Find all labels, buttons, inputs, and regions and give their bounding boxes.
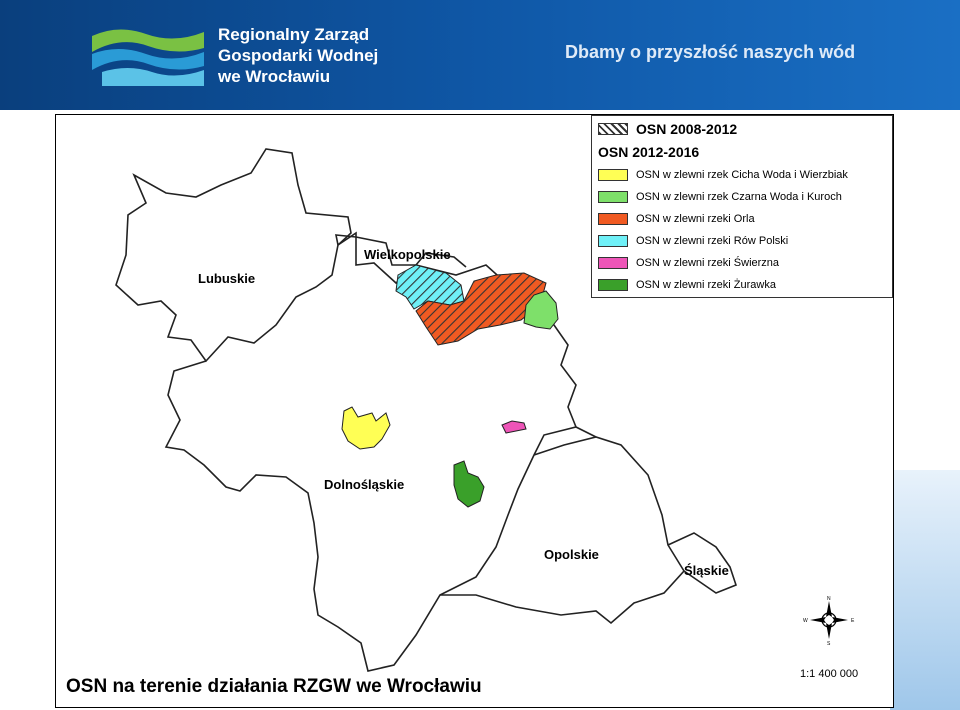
legend-swatch	[598, 191, 628, 203]
legend-swatch	[598, 235, 628, 247]
legend-header-2012: OSN 2012-2016	[598, 144, 700, 160]
legend-swatch	[598, 169, 628, 181]
legend-swatch	[598, 257, 628, 269]
legend-item-label: OSN w zlewni rzeki Świerzna	[636, 257, 780, 269]
org-name: Regionalny Zarząd Gospodarki Wodnej we W…	[218, 24, 378, 87]
slogan: Dbamy o przyszłość naszych wód	[565, 42, 856, 62]
legend-row-2008: OSN 2008-2012	[598, 121, 738, 137]
legend-header-2008: OSN 2008-2012	[636, 121, 738, 137]
legend-swatch	[598, 213, 628, 225]
legend-swatch-hatch	[598, 123, 628, 135]
side-decoration	[890, 470, 960, 710]
region-label-slaskie: Śląskie	[684, 563, 729, 578]
org-name-line-3: we Wrocławiu	[218, 67, 331, 86]
map-canvas: Lubuskie Wielkopolskie Dolnośląskie Opol…	[115, 148, 737, 672]
svg-text:N: N	[827, 596, 831, 602]
compass-rose-icon: N S W E	[803, 596, 855, 645]
region-label-opolskie: Opolskie	[544, 547, 599, 562]
legend-item: OSN w zlewni rzeki Żurawka	[598, 278, 776, 292]
rzgw-logo-icon	[92, 29, 204, 86]
region-slaskie-border	[667, 532, 737, 594]
region-lubuskie-border	[115, 148, 352, 363]
legend-item-label: OSN w zlewni rzek Cicha Woda i Wierzbiak	[636, 169, 848, 181]
legend-item-label: OSN w zlewni rzeki Orla	[636, 213, 755, 225]
legend-item: OSN w zlewni rzeki Rów Polski	[598, 234, 788, 248]
region-label-dolnoslaskie: Dolnośląskie	[324, 477, 404, 492]
region-dolnoslaskie-border	[164, 360, 597, 672]
osn-orla-hatch	[416, 273, 546, 345]
svg-text:W: W	[803, 618, 808, 624]
osn-swierzna	[501, 420, 527, 434]
legend-item: OSN w zlewni rzeki Orla	[598, 212, 755, 226]
region-label-lubuskie: Lubuskie	[198, 271, 255, 286]
legend-swatch	[598, 279, 628, 291]
legend-item: OSN w zlewni rzek Czarna Woda i Kuroch	[598, 190, 842, 204]
legend-item-label: OSN w zlewni rzeki Rów Polski	[636, 235, 789, 247]
osn-zurawka	[453, 460, 485, 508]
osn-cicha-woda	[341, 406, 391, 450]
legend-item: OSN w zlewni rzeki Świerzna	[598, 256, 779, 270]
map-frame: Lubuskie Wielkopolskie Dolnośląskie Opol…	[55, 114, 894, 708]
legend-item: OSN w zlewni rzek Cicha Woda i Wierzbiak	[598, 168, 848, 182]
region-label-wielkopolskie: Wielkopolskie	[364, 247, 451, 262]
map-scale: 1:1 400 000	[800, 668, 859, 680]
svg-text:S: S	[827, 641, 831, 645]
header-banner: Regionalny Zarząd Gospodarki Wodnej we W…	[0, 0, 960, 110]
osn-row-polski-hatch	[396, 265, 464, 309]
map-legend: OSN 2008-2012 OSN 2012-2016 OSN w zlewni…	[591, 115, 893, 298]
map-caption: OSN na terenie działania RZGW we Wrocław…	[66, 676, 482, 697]
org-name-line-2: Gospodarki Wodnej	[218, 46, 379, 65]
org-name-line-1: Regionalny Zarząd	[218, 25, 370, 44]
osn-czarna-woda	[523, 290, 559, 330]
legend-item-label: OSN w zlewni rzeki Żurawka	[636, 279, 776, 291]
svg-text:E: E	[851, 618, 855, 624]
legend-item-label: OSN w zlewni rzek Czarna Woda i Kuroch	[636, 191, 842, 203]
region-wielkopolskie-top	[335, 234, 467, 268]
region-opolskie-border	[440, 436, 685, 625]
